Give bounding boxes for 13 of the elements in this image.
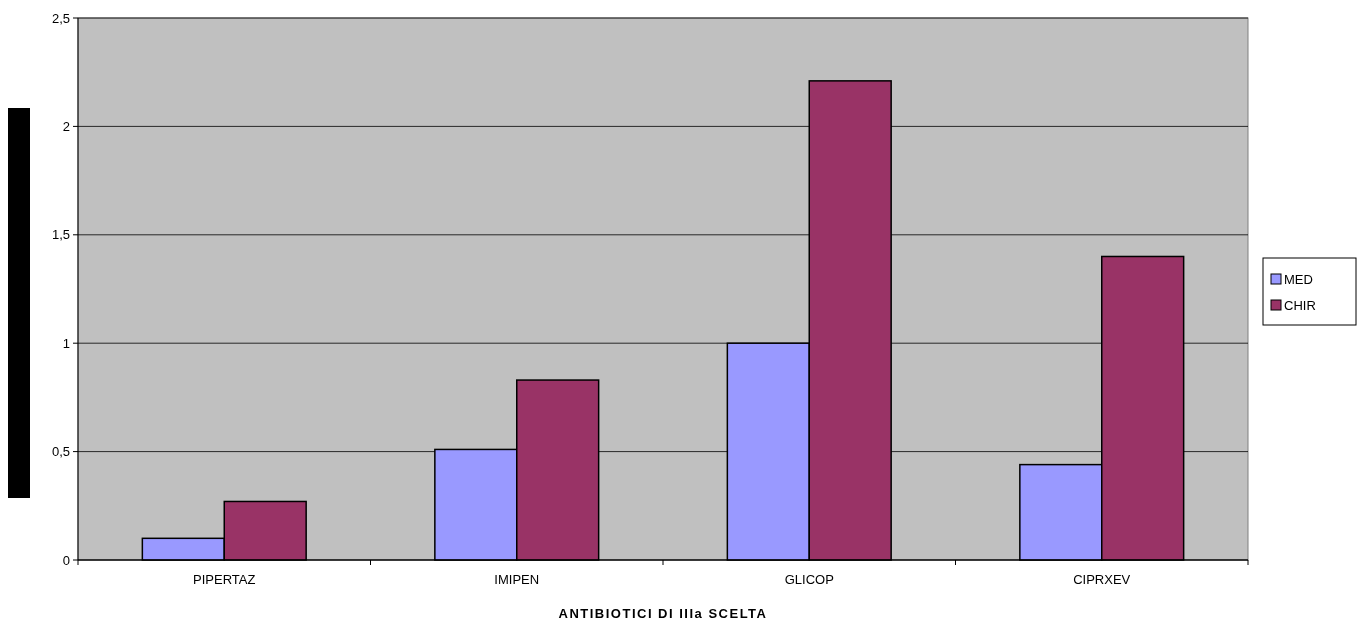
y-tick-label: 2 <box>62 118 70 134</box>
y-tick-label: 0 <box>62 552 70 568</box>
x-tick-label: CIPRXEV <box>1073 572 1131 587</box>
x-tick-label: PIPERTAZ <box>193 572 256 587</box>
x-tick-label: IMIPEN <box>494 572 540 587</box>
y-tick-label: 1,5 <box>51 227 70 243</box>
legend-label: CHIR <box>1284 297 1316 313</box>
y-tick-label: 0,5 <box>51 444 70 460</box>
y-tick-label: 1 <box>62 335 70 351</box>
x-axis-title: ANTIBIOTICI DI IIIa SCELTA <box>558 606 768 621</box>
legend-label: MED <box>1284 271 1313 287</box>
y-tick-label: 2,5 <box>51 10 70 26</box>
x-tick-label: GLICOP <box>784 572 834 587</box>
